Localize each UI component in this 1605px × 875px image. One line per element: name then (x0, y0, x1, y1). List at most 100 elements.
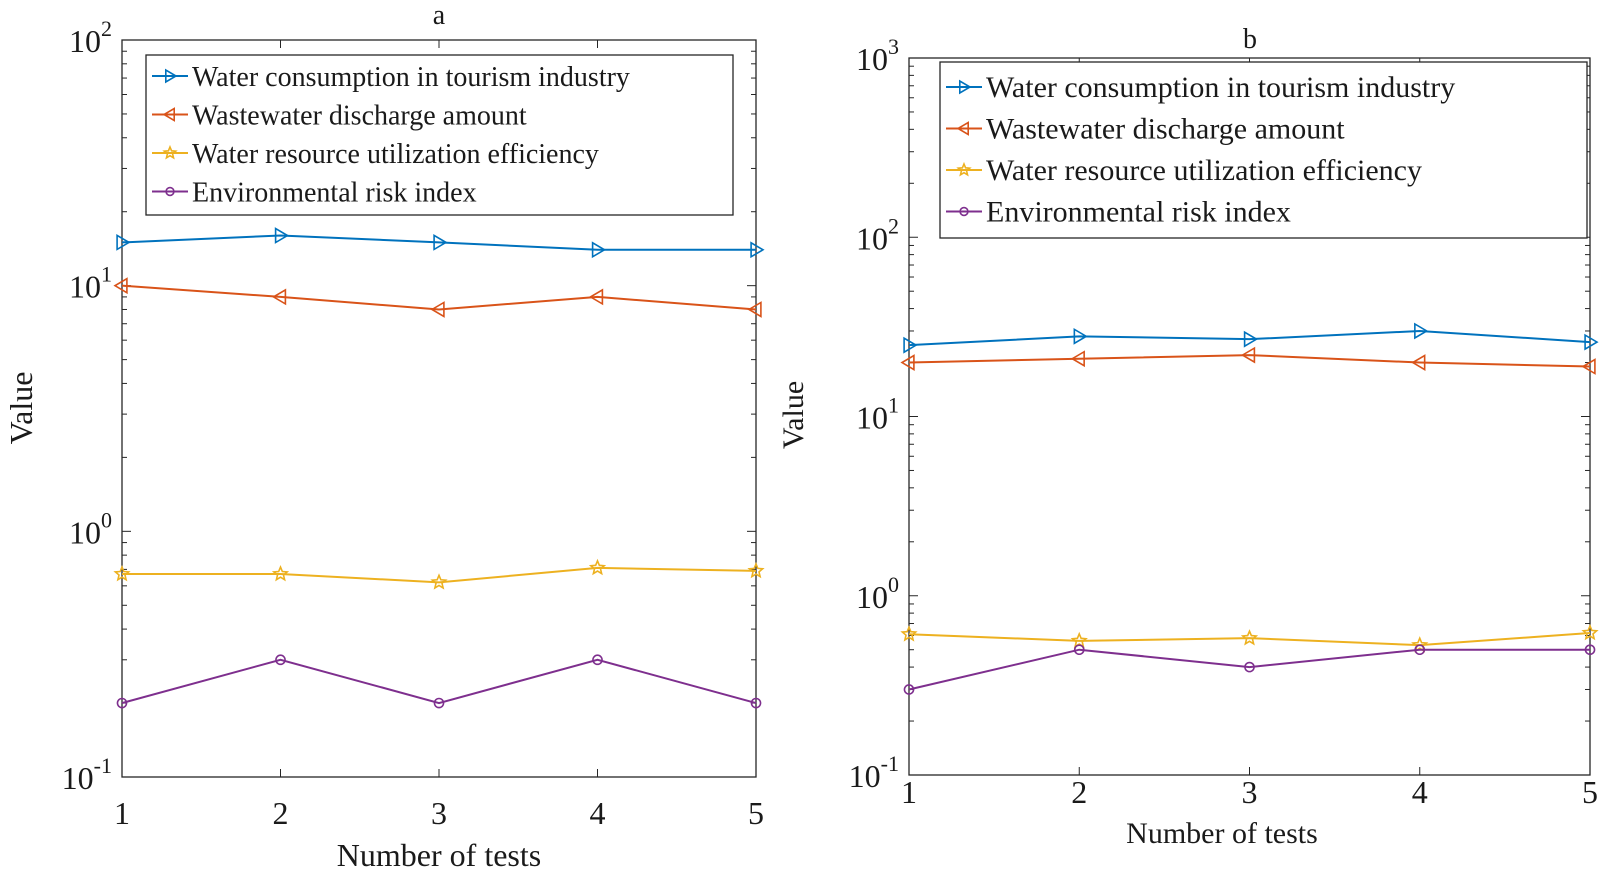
x-axis-label-b: Number of tests (1126, 817, 1318, 850)
y-tick-base: 10 (69, 23, 101, 59)
y-tick-exponent: -1 (94, 753, 112, 778)
legend-label: Environmental risk index (192, 178, 477, 209)
series-line (908, 631, 1591, 647)
y-axis-label-a: Value (3, 372, 39, 445)
y-tick-exponent: 2 (101, 16, 112, 41)
y-tick-exponent: 1 (101, 262, 112, 287)
marker-triangle-left (1240, 346, 1256, 364)
y-tick-label: 100 (856, 572, 899, 615)
marker-circle (275, 654, 286, 666)
marker-triangle-left (1070, 350, 1085, 368)
y-tick-base: 10 (69, 269, 101, 305)
y-tick-label: 10-1 (62, 753, 112, 796)
marker-triangle-left (1581, 358, 1596, 375)
marker-circle (903, 684, 915, 695)
marker-star (1070, 631, 1088, 649)
marker-star (271, 564, 290, 582)
y-tick-exponent: 2 (888, 213, 899, 238)
marker-star (162, 144, 178, 160)
y-tick-base: 10 (69, 514, 101, 550)
series-water-consumption-in-tourism-industry (903, 322, 1599, 354)
x-tick-label: 2 (1071, 774, 1087, 810)
legend-box (145, 54, 734, 216)
marker-star (1240, 629, 1259, 646)
legend-item: Water resource utilization efficiency (152, 139, 599, 170)
x-axis-label-a: Number of tests (337, 837, 541, 873)
marker-triangle-left (588, 288, 604, 306)
chart-panel-b: b Number of tests Value 10-1100101102103… (777, 24, 1599, 850)
marker-triangle-left (113, 277, 128, 295)
x-tick-label: 2 (273, 795, 289, 831)
marker-circle (1584, 644, 1596, 656)
y-tick-base: 10 (856, 41, 888, 77)
legend-label: Water consumption in tourism industry (986, 71, 1455, 104)
legend-item: Wastewater discharge amount (152, 101, 527, 132)
legend: Water consumption in tourism industry Was… (939, 61, 1588, 239)
marker-circle (1414, 644, 1426, 656)
legend-item: Water resource utilization efficiency (946, 154, 1422, 187)
marker-triangle-right (903, 336, 918, 354)
marker-triangle-right (750, 241, 765, 259)
y-tick-label: 102 (69, 16, 112, 59)
marker-star (430, 573, 448, 590)
marker-triangle-left (1411, 354, 1426, 371)
legend-label: Water consumption in tourism industry (192, 62, 630, 93)
y-tick-label: 101 (856, 393, 899, 436)
legend-label: Wastewater discharge amount (986, 113, 1345, 146)
series-line (122, 566, 757, 584)
series-line (121, 658, 757, 705)
chart-title-a: a (433, 0, 446, 31)
marker-star (900, 625, 918, 642)
y-tick-base: 10 (856, 579, 888, 615)
legend-item: Water consumption in tourism industry (152, 62, 630, 93)
marker-triangle-right (958, 79, 972, 95)
series-line (908, 329, 1591, 347)
legend-item: Wastewater discharge amount (946, 113, 1345, 146)
x-tick-label: 3 (431, 795, 447, 831)
chart-title-b: b (1243, 24, 1257, 55)
y-tick-label: 100 (69, 507, 112, 550)
legend: Water consumption in tourism industry Was… (145, 54, 734, 216)
marker-triangle-left (956, 121, 970, 136)
series-wastewater-discharge-amount (900, 346, 1596, 375)
y-axis-label-b: Value (777, 381, 810, 449)
marker-circle (1073, 644, 1085, 656)
x-tick-label: 1 (114, 795, 130, 831)
x-tick-label: 5 (1582, 774, 1598, 810)
x-tick-label: 5 (748, 795, 764, 831)
marker-circle (116, 697, 128, 709)
marker-triangle-right (165, 68, 178, 84)
marker-circle (959, 206, 969, 217)
y-tick-base: 10 (62, 760, 94, 796)
marker-circle (433, 697, 445, 709)
legend-item: Environmental risk index (152, 178, 477, 209)
series-environmental-risk-index (903, 644, 1596, 695)
legend-label: Water resource utilization efficiency (192, 139, 599, 170)
y-tick-base: 10 (856, 400, 888, 436)
legend-item: Environmental risk index (946, 196, 1291, 229)
series-line (908, 354, 1591, 368)
legend-label: Water resource utilization efficiency (986, 154, 1422, 187)
y-tick-exponent: -1 (881, 751, 899, 776)
marker-star (747, 561, 765, 579)
series-line (908, 648, 1590, 691)
y-tick-base: 10 (849, 758, 881, 794)
marker-triangle-left (747, 301, 762, 318)
y-tick-label: 103 (856, 34, 899, 77)
x-tick-label: 4 (1412, 774, 1428, 810)
y-tick-label: 10-1 (849, 751, 899, 794)
x-tick-label: 1 (901, 774, 917, 810)
y-tick-label: 102 (856, 213, 899, 256)
marker-triangle-right (1073, 327, 1088, 345)
marker-triangle-right (274, 227, 290, 244)
series-water-consumption-in-tourism-industry (116, 227, 765, 259)
series-wastewater-discharge-amount (113, 277, 762, 318)
y-tick-exponent: 1 (888, 393, 899, 418)
marker-star (1411, 636, 1429, 653)
y-tick-base: 10 (856, 220, 888, 256)
y-tick-exponent: 0 (101, 507, 112, 532)
legend-label: Wastewater discharge amount (192, 101, 527, 132)
marker-triangle-right (433, 234, 448, 251)
marker-star (113, 564, 131, 582)
